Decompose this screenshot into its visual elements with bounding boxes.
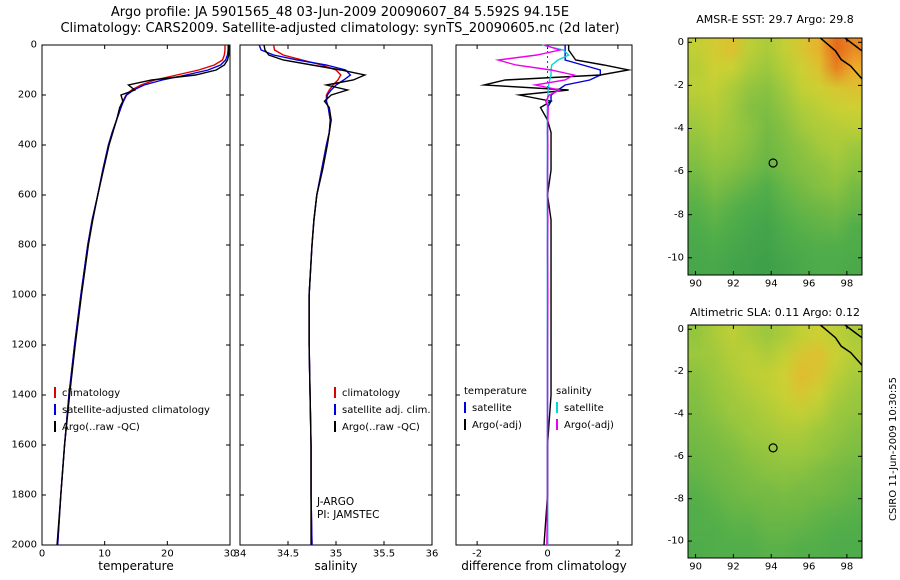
legend-header: temperature xyxy=(464,386,527,397)
difference-legend-salinity: salinity satellite Argo(-adj) xyxy=(556,383,634,434)
legend-label: climatology xyxy=(62,388,121,399)
salinity-axis-label: salinity xyxy=(314,559,358,573)
legend-header: salinity xyxy=(556,386,592,397)
legend-item: climatology xyxy=(334,385,432,402)
sst-map-title: AMSR-E SST: 29.7 Argo: 29.8 xyxy=(696,13,854,26)
legend-marker xyxy=(334,421,336,432)
legend-label: Argo(-adj) xyxy=(472,420,522,431)
annotation-jargo: J-ARGO PI: JAMSTEC xyxy=(317,496,380,522)
figure-title-line1: Argo profile: JA 5901565_48 03-Jun-2009 … xyxy=(110,5,570,20)
temperature-axis-label: temperature xyxy=(98,559,174,573)
legend-item: satellite adj. clim. xyxy=(334,402,432,419)
difference-legend-temperature: temperature satellite Argo(-adj) xyxy=(464,383,558,434)
legend-marker xyxy=(556,419,558,430)
legend-marker xyxy=(54,421,56,432)
sla-map-title: Altimetric SLA: 0.11 Argo: 0.12 xyxy=(689,306,861,319)
legend-item: satellite xyxy=(556,400,634,417)
legend-marker xyxy=(54,404,56,415)
figure-title-line2: Climatology: CARS2009. Satellite-adjuste… xyxy=(60,21,620,36)
legend-label: Argo(..raw -QC) xyxy=(342,422,420,433)
legend-marker xyxy=(464,419,466,430)
legend-item: Argo(..raw -QC) xyxy=(54,419,230,436)
legend-item: Argo(-adj) xyxy=(556,417,634,434)
legend-label: satellite-adjusted climatology xyxy=(62,405,210,416)
legend-item: Argo(..raw -QC) xyxy=(334,419,432,436)
salinity-legend: climatology satellite adj. clim. Argo(..… xyxy=(334,385,432,436)
legend-label: Argo(-adj) xyxy=(564,420,614,431)
legend-label: satellite xyxy=(564,403,604,414)
difference-axis-label: difference from climatology xyxy=(461,559,627,573)
legend-marker xyxy=(464,402,466,413)
annotation-line1: J-ARGO xyxy=(317,496,355,508)
temperature-legend: climatology satellite-adjusted climatolo… xyxy=(54,385,230,436)
legend-marker xyxy=(556,402,558,413)
credit-text: CSIRO 11-Jun-2009 10:30:55 xyxy=(888,377,899,521)
legend-label: satellite adj. clim. xyxy=(342,405,431,416)
legend-item: satellite-adjusted climatology xyxy=(54,402,230,419)
legend-marker xyxy=(54,387,56,398)
legend-item: climatology xyxy=(54,385,230,402)
legend-marker xyxy=(334,404,336,415)
legend-label: climatology xyxy=(342,388,401,399)
annotation-line2: PI: JAMSTEC xyxy=(317,509,380,521)
legend-label: Argo(..raw -QC) xyxy=(62,422,140,433)
legend-label: satellite xyxy=(472,403,512,414)
legend-marker xyxy=(334,387,336,398)
legend-item: satellite xyxy=(464,400,558,417)
legend-item: Argo(-adj) xyxy=(464,417,558,434)
